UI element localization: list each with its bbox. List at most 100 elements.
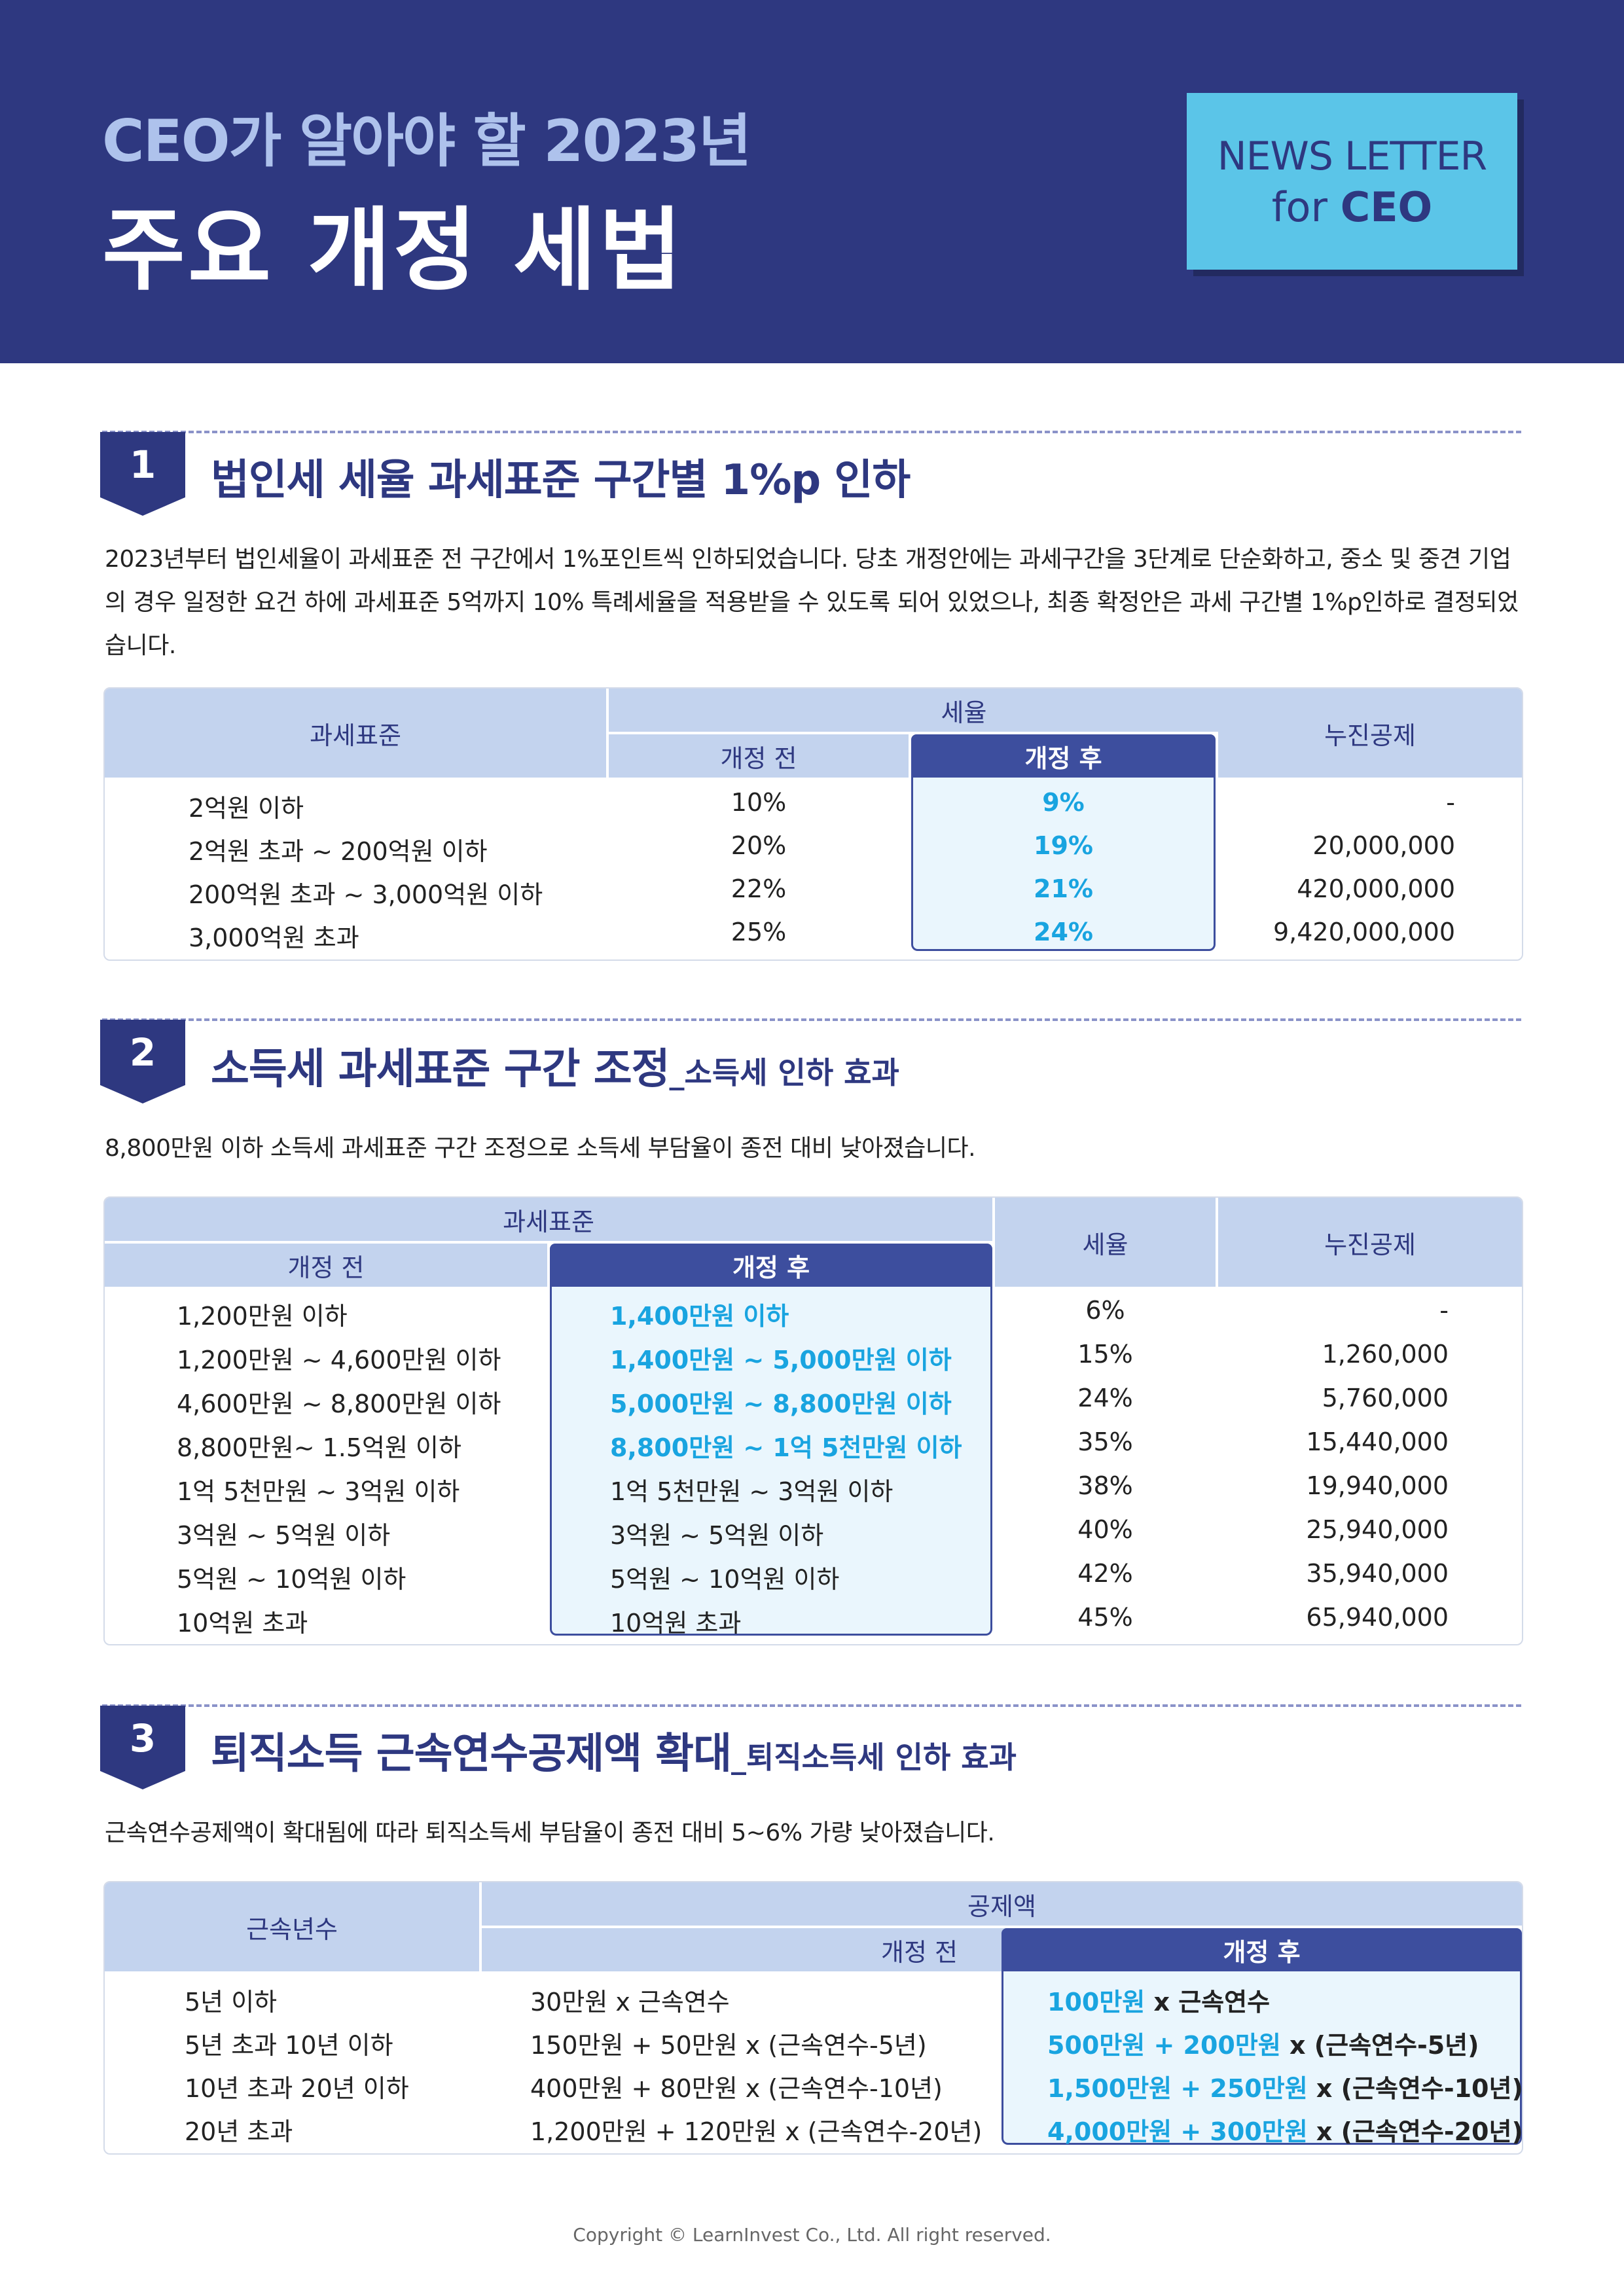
section-3-divider — [102, 1704, 1521, 1707]
before-cell: 10억원 초과 — [177, 1609, 308, 1638]
before-cell: 4,600만원 ~ 8,800만원 이하 — [177, 1390, 501, 1418]
header-before: 개정 전 — [105, 1244, 547, 1287]
section-3-number: 3 — [100, 1706, 185, 1789]
deduction-cell: 65,940,000 — [1306, 1603, 1449, 1632]
after-amount: 500만원 + 200만원 — [1047, 2031, 1281, 2060]
header-rate: 세율 — [995, 1198, 1216, 1287]
after-highlight-column — [1001, 1971, 1522, 2145]
section-3-paragraph: 근속연수공제액이 확대됨에 따라 퇴직소득세 부담율이 종전 대비 5~6% 가… — [105, 1820, 995, 1846]
deduction-cell: - — [1439, 1296, 1449, 1325]
before-cell: 1,200만원 이하 — [177, 1302, 348, 1331]
after-cell: 1,400만원 ~ 5,000만원 이하 — [610, 1346, 952, 1374]
after-cell: 1,400만원 이하 — [610, 1302, 789, 1331]
header-title: 주요 개정 세법 — [102, 198, 685, 303]
rate-before-cell: 22% — [731, 874, 787, 903]
corporate-tax-table: 과세표준 세율 개정 전 개정 후 누진공제 2억원 이하 10% 9% - 2… — [103, 687, 1523, 961]
after-formula: x (근속연수-10년) — [1307, 2074, 1523, 2103]
header-tax-base: 과세표준 — [105, 689, 606, 778]
rate-after-cell: 21% — [1034, 874, 1093, 903]
header-years: 근속년수 — [105, 1882, 479, 1971]
copyright-footer: Copyright © LearnInvest Co., Ltd. All ri… — [573, 2224, 1051, 2246]
section-3-title: 퇴직소득 근속연수공제액 확대_퇴직소득세 인하 효과 — [211, 1720, 1017, 1780]
before-cell: 30만원 x 근속연수 — [530, 1988, 730, 2017]
after-formula: x (근속연수-5년) — [1280, 2031, 1479, 2060]
header-banner: CEO가 알아야 할 2023년 주요 개정 세법 NEWS LETTER fo… — [0, 0, 1624, 363]
before-cell: 5억원 ~ 10억원 이하 — [177, 1565, 406, 1594]
after-formula: x (근속연수-20년) — [1307, 2117, 1523, 2146]
tax-base-cell: 2억원 초과 ~ 200억원 이하 — [189, 837, 488, 866]
deduction-cell: 19,940,000 — [1306, 1471, 1449, 1500]
deduction-cell: 15,440,000 — [1306, 1427, 1449, 1456]
deduction-cell: 25,940,000 — [1306, 1515, 1449, 1544]
badge-ceo: CEO — [1340, 183, 1433, 231]
deduction-cell: 420,000,000 — [1297, 874, 1455, 903]
after-cell: 1억 5천만원 ~ 3억원 이하 — [610, 1477, 893, 1506]
section-2-title-main: 소득세 과세표준 구간 조정 — [211, 1045, 670, 1094]
rate-after-cell: 19% — [1034, 831, 1093, 860]
rate-cell: 38% — [1077, 1471, 1133, 1500]
rate-cell: 40% — [1077, 1515, 1133, 1544]
rate-cell: 6% — [1085, 1296, 1125, 1325]
years-cell: 10년 초과 20년 이하 — [185, 2074, 409, 2103]
section-3-title-main: 퇴직소득 근속연수공제액 확대 — [211, 1730, 732, 1778]
header-subtitle: CEO가 알아야 할 2023년 — [102, 107, 751, 175]
rate-cell: 42% — [1077, 1559, 1133, 1588]
tax-base-cell: 200억원 초과 ~ 3,000억원 이하 — [189, 880, 543, 909]
deduction-cell: 5,760,000 — [1322, 1384, 1449, 1412]
rate-after-cell: 24% — [1034, 918, 1093, 946]
years-cell: 5년 이하 — [185, 1988, 278, 2017]
rate-cell: 35% — [1077, 1427, 1133, 1456]
section-1-paragraph: 2023년부터 법인세율이 과세표준 전 구간에서 1%포인트씩 인하되었습니다… — [105, 546, 1519, 659]
section-2-title-sub: _소득세 인하 효과 — [669, 1055, 899, 1090]
rate-before-cell: 20% — [731, 831, 787, 860]
header-amount: 공제액 — [482, 1882, 1522, 1926]
before-cell: 3억원 ~ 5억원 이하 — [177, 1521, 391, 1550]
header-deduction: 누진공제 — [1218, 689, 1522, 778]
after-formula: x 근속연수 — [1145, 1988, 1271, 2017]
before-cell: 1,200만원 ~ 4,600만원 이하 — [177, 1346, 501, 1374]
rate-after-cell: 9% — [1042, 788, 1085, 817]
income-tax-table: 과세표준 개정 전 개정 후 세율 누진공제 1,200만원 이하 1,400만… — [103, 1196, 1523, 1645]
section-2-paragraph: 8,800만원 이하 소득세 과세표준 구간 조정으로 소득세 부담율이 종전 … — [105, 1135, 976, 1162]
tax-base-cell: 3,000억원 초과 — [189, 924, 359, 952]
after-amount: 1,500만원 + 250만원 — [1047, 2074, 1308, 2103]
after-cell: 3억원 ~ 5억원 이하 — [610, 1521, 824, 1550]
tax-base-cell: 2억원 이하 — [189, 794, 304, 823]
after-cell: 500만원 + 200만원 x (근속연수-5년) — [1047, 2025, 1479, 2061]
header-after: 개정 후 — [911, 734, 1216, 778]
deduction-cell: 1,260,000 — [1322, 1340, 1449, 1369]
newsletter-badge: NEWS LETTER for CEO — [1187, 93, 1517, 270]
before-cell: 1,200만원 + 120만원 x (근속연수-20년) — [530, 2117, 983, 2146]
after-highlight-column — [550, 1287, 992, 1636]
badge-line1: NEWS LETTER — [1217, 134, 1487, 179]
header-deduction: 누진공제 — [1218, 1198, 1522, 1287]
rate-cell: 45% — [1077, 1603, 1133, 1632]
badge-line2: for CEO — [1187, 183, 1517, 231]
after-cell: 5억원 ~ 10억원 이하 — [610, 1565, 840, 1594]
after-cell: 4,000만원 + 300만원 x (근속연수-20년) — [1047, 2111, 1523, 2147]
after-highlight-column — [911, 778, 1216, 951]
rate-before-cell: 10% — [731, 788, 787, 817]
after-cell: 5,000만원 ~ 8,800만원 이하 — [610, 1390, 952, 1418]
years-cell: 20년 초과 — [185, 2117, 293, 2146]
before-cell: 1억 5천만원 ~ 3억원 이하 — [177, 1477, 460, 1506]
after-amount: 100만원 — [1047, 1988, 1146, 2017]
deduction-cell: - — [1446, 788, 1455, 817]
before-cell: 400만원 + 80만원 x (근속연수-10년) — [530, 2074, 943, 2103]
section-2-title: 소득세 과세표준 구간 조정_소득세 인하 효과 — [211, 1035, 899, 1096]
deduction-cell: 20,000,000 — [1312, 831, 1455, 860]
header-tax-rate: 세율 — [609, 689, 1319, 732]
header-after: 개정 후 — [1001, 1928, 1522, 1971]
section-1-title: 법인세 세율 과세표준 구간별 1%p 인하 — [211, 456, 911, 505]
after-cell: 8,800만원 ~ 1억 5천만원 이하 — [610, 1433, 962, 1462]
deduction-cell: 35,940,000 — [1306, 1559, 1449, 1588]
after-amount: 4,000만원 + 300만원 — [1047, 2117, 1308, 2146]
section-3-title-sub: _퇴직소득세 인하 효과 — [731, 1740, 1017, 1775]
before-cell: 8,800만원~ 1.5억원 이하 — [177, 1433, 461, 1462]
retirement-deduction-table: 근속년수 공제액 개정 전 개정 후 5년 이하 30만원 x 근속연수 100… — [103, 1881, 1523, 2155]
after-cell: 10억원 초과 — [610, 1609, 742, 1638]
before-cell: 150만원 + 50만원 x (근속연수-5년) — [530, 2031, 927, 2060]
section-2-divider — [102, 1018, 1521, 1021]
deduction-cell: 9,420,000,000 — [1272, 918, 1455, 946]
after-cell: 1,500만원 + 250만원 x (근속연수-10년) — [1047, 2068, 1523, 2104]
